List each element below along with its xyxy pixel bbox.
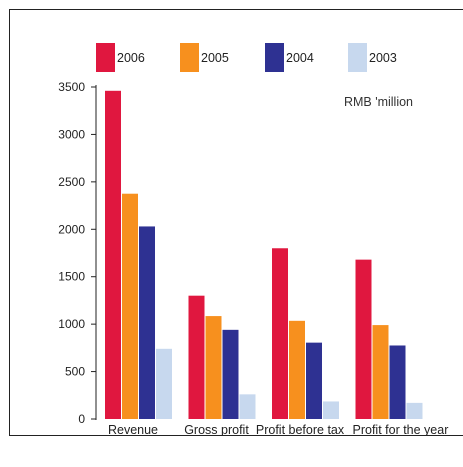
y-tick-label: 2500	[58, 175, 85, 189]
y-ticks: 0 500 1000 1500 2000 2500 3000 3500	[58, 80, 96, 426]
legend-label: 2003	[369, 51, 397, 65]
legend-swatch	[348, 43, 367, 72]
bar	[372, 325, 389, 419]
bar	[122, 193, 138, 419]
legend-label: 2005	[201, 51, 229, 65]
legend: 2006 2005 2004 2003	[96, 43, 397, 72]
bar	[222, 329, 239, 419]
bar	[188, 295, 205, 419]
bar	[156, 348, 172, 419]
y-tick-label: 3000	[58, 127, 85, 141]
legend-label: 2006	[117, 51, 145, 65]
x-labels: Revenue Gross profit Profit before tax Prof…	[108, 423, 449, 436]
y-tick-label: 500	[65, 365, 85, 379]
bar	[389, 345, 406, 419]
bar	[323, 401, 339, 419]
bar	[272, 248, 288, 419]
y-tick-label: 1500	[58, 270, 85, 284]
y-tick-label: 1000	[58, 317, 85, 331]
bar	[105, 90, 121, 420]
bar	[355, 259, 372, 419]
x-category-label: Revenue	[108, 423, 158, 436]
x-category-label: Profit before tax	[256, 423, 345, 436]
bar	[139, 226, 155, 419]
legend-swatch	[96, 43, 115, 72]
legend-swatch	[180, 43, 199, 72]
bar	[406, 402, 423, 419]
bars	[105, 90, 423, 420]
unit-label: RMB 'million	[344, 95, 413, 109]
bar	[306, 342, 322, 419]
x-category-label: Profit for the year	[353, 423, 449, 436]
legend-swatch	[265, 43, 284, 72]
y-tick-label: 0	[78, 412, 85, 426]
bar	[205, 316, 222, 419]
bar-chart: 2006 2005 2004 2003 RMB 'million 0 500 1000 15…	[58, 43, 449, 436]
y-tick-label: 3500	[58, 80, 85, 94]
x-category-label: Gross profit	[184, 423, 249, 436]
chart-frame: 2006 2005 2004 2003 RMB 'million 0 500 1000 15…	[9, 9, 463, 436]
legend-label: 2004	[286, 51, 314, 65]
bar	[239, 394, 256, 419]
y-tick-label: 2000	[58, 222, 85, 236]
bar	[289, 320, 305, 419]
